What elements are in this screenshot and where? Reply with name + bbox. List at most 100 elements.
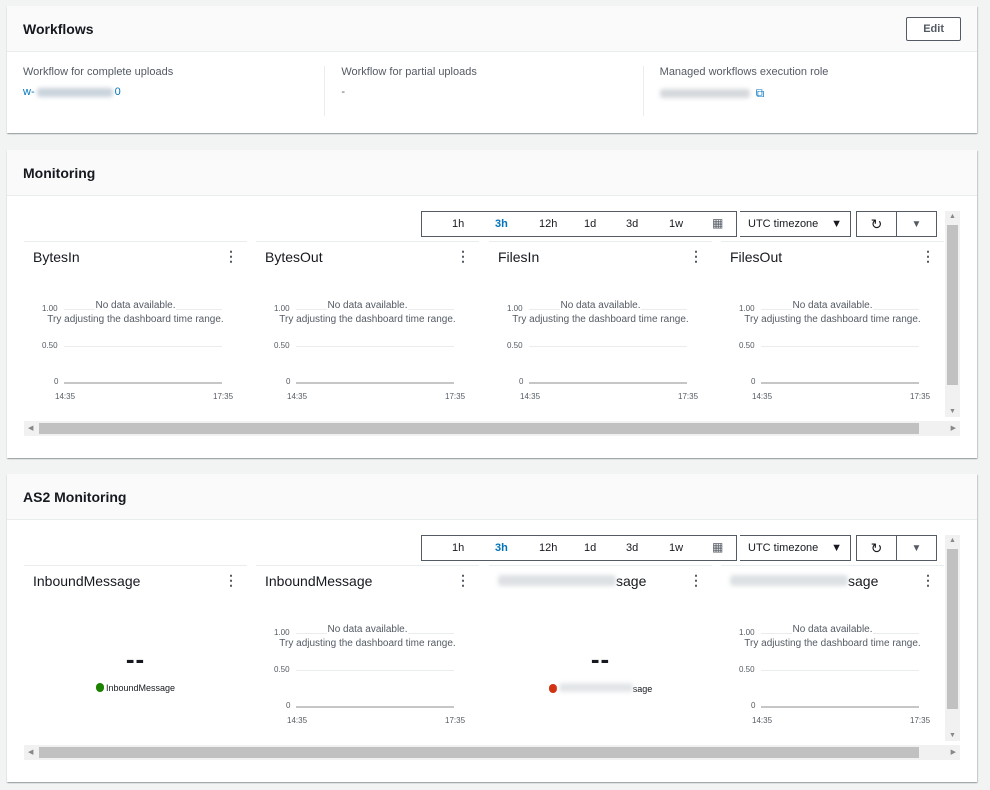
x-tick-label: 17:35: [910, 392, 931, 401]
partial-workflow-value: -: [341, 86, 345, 98]
refresh-options-button[interactable]: ▼: [896, 211, 937, 237]
gridline: [761, 670, 919, 671]
horizontal-scrollbar[interactable]: ◀ ▶: [24, 745, 960, 760]
widget-menu-icon[interactable]: ⋮: [689, 248, 703, 264]
y-tick-label: 0: [286, 377, 291, 386]
time-range-selector: 1h 3h 12h 1d 3d 1w ▦: [421, 535, 737, 561]
vertical-scrollbar[interactable]: ▲ ▼: [945, 535, 960, 741]
timezone-select[interactable]: UTC timezone ▼: [740, 211, 851, 237]
range-1h[interactable]: 1h: [452, 542, 465, 554]
y-tick-label: 0: [751, 701, 756, 710]
gridline: [64, 382, 222, 384]
refresh-button[interactable]: ↻: [856, 211, 897, 237]
caret-down-icon: ▼: [831, 542, 842, 554]
metric-widget: InboundMessage ⋮ -- InboundMessage: [24, 565, 247, 745]
range-3h[interactable]: 3h: [495, 542, 508, 554]
widget-title: FilesOut: [730, 249, 783, 265]
workflow-id-suffix: 0: [114, 86, 121, 98]
metric-widget: FilesIn ⋮ 1.00 0.50 0 14:35 17:35 No data avail…: [489, 241, 712, 421]
range-1w[interactable]: 1w: [669, 542, 684, 554]
x-tick-label: 17:35: [910, 716, 931, 725]
widget-menu-icon[interactable]: ⋮: [456, 248, 470, 264]
metric-widget: sage ⋮ -- sage: [489, 565, 712, 745]
gridline: [64, 346, 222, 347]
widget-menu-icon[interactable]: ⋮: [456, 572, 470, 588]
widget-title: FilesIn: [498, 249, 540, 265]
as2-monitoring-card: AS2 Monitoring 1h 3h 12h 1d 3d 1w ▦ UTC timezon…: [7, 474, 977, 782]
refresh-button[interactable]: ↻: [856, 535, 897, 561]
y-tick-label: 0: [286, 701, 291, 710]
workflows-card: Workflows Edit Workflow for complete upl…: [7, 6, 977, 133]
y-tick-label: 0.50: [739, 341, 755, 350]
widget-title: InboundMessage: [265, 573, 373, 589]
external-link-icon[interactable]: ⧉: [755, 86, 765, 100]
execution-role-link[interactable]: ⧉: [659, 86, 961, 101]
gridline: [296, 346, 454, 347]
timezone-label: UTC timezone: [748, 542, 819, 554]
gridline: [529, 382, 687, 384]
metric-value: --: [125, 644, 146, 674]
widget-menu-icon[interactable]: ⋮: [224, 572, 238, 588]
legend-item[interactable]: sage: [489, 683, 712, 694]
x-tick-label: 17:35: [445, 716, 466, 725]
range-12h[interactable]: 12h: [539, 542, 558, 554]
redacted-text: [659, 89, 750, 98]
monitoring-title: Monitoring: [23, 164, 96, 181]
caret-down-icon: ▼: [911, 218, 922, 230]
widget-title: BytesIn: [33, 249, 80, 265]
y-tick-label: 0.50: [739, 665, 755, 674]
horizontal-scrollbar[interactable]: ◀ ▶: [24, 421, 960, 436]
refresh-icon: ↻: [870, 539, 883, 556]
gridline: [761, 706, 919, 708]
partial-uploads-label: Workflow for partial uploads: [341, 66, 477, 78]
gridline: [761, 382, 919, 384]
metric-widget: sage ⋮ 1.00 0.50 0 14:35 17:35 No data availabl…: [721, 565, 944, 745]
range-1d[interactable]: 1d: [584, 542, 597, 554]
complete-workflow-link[interactable]: w- 0: [23, 86, 324, 98]
range-3d[interactable]: 3d: [626, 542, 639, 554]
time-range-selector: 1h 3h 12h 1d 3d 1w ▦: [421, 211, 737, 237]
calendar-icon[interactable]: ▦: [712, 216, 724, 230]
y-tick-label: 0.50: [274, 341, 290, 350]
widget-title: BytesOut: [265, 249, 323, 265]
metric-value: --: [590, 644, 611, 674]
no-data-message: No data available. Try adjusting the dash…: [279, 624, 456, 649]
y-tick-label: 0.50: [42, 341, 58, 350]
range-1h[interactable]: 1h: [452, 218, 465, 230]
widget-menu-icon[interactable]: ⋮: [921, 572, 935, 588]
y-tick-label: 0: [751, 377, 756, 386]
x-tick-label: 17:35: [678, 392, 699, 401]
complete-uploads-label: Workflow for complete uploads: [23, 66, 174, 78]
no-data-message: No data available. Try adjusting the dash…: [47, 300, 224, 325]
no-data-message: No data available. Try adjusting the dash…: [512, 300, 689, 325]
x-tick-label: 14:35: [287, 716, 308, 725]
as2-monitoring-title: AS2 Monitoring: [23, 488, 127, 505]
x-tick-label: 14:35: [287, 392, 308, 401]
widget-title: InboundMessage: [33, 573, 141, 589]
edit-button[interactable]: Edit: [906, 16, 961, 41]
caret-down-icon: ▼: [911, 542, 922, 554]
range-3h[interactable]: 3h: [495, 218, 508, 230]
y-tick-label: 0.50: [507, 341, 523, 350]
y-tick-label: 1.00: [42, 304, 58, 313]
refresh-options-button[interactable]: ▼: [896, 535, 937, 561]
workflows-title: Workflows: [23, 20, 94, 37]
y-tick-label: 1.00: [739, 628, 755, 637]
metric-widget: BytesIn ⋮ 1.00 0.50 0 14:35 17:35 No data avail…: [24, 241, 247, 421]
legend-swatch: [548, 684, 557, 693]
legend-item[interactable]: InboundMessage: [24, 683, 247, 693]
widget-menu-icon[interactable]: ⋮: [224, 248, 238, 264]
timezone-select[interactable]: UTC timezone ▼: [740, 535, 851, 561]
x-tick-label: 17:35: [445, 392, 466, 401]
range-1w[interactable]: 1w: [669, 218, 684, 230]
range-12h[interactable]: 12h: [539, 218, 558, 230]
range-3d[interactable]: 3d: [626, 218, 639, 230]
vertical-scrollbar[interactable]: ▲ ▼: [945, 211, 960, 417]
widget-menu-icon[interactable]: ⋮: [689, 572, 703, 588]
calendar-icon[interactable]: ▦: [712, 540, 724, 554]
x-tick-label: 14:35: [55, 392, 76, 401]
range-1d[interactable]: 1d: [584, 218, 597, 230]
redacted-text: [498, 575, 616, 586]
widget-menu-icon[interactable]: ⋮: [921, 248, 935, 264]
metric-widget: InboundMessage ⋮ 1.00 0.50 0 14:35 17:35 No dat…: [256, 565, 479, 745]
